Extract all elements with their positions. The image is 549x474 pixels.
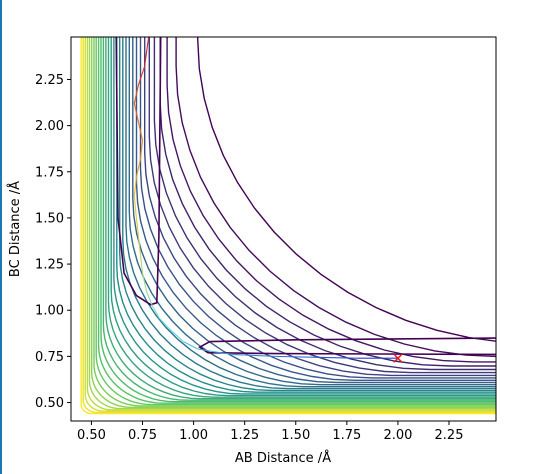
contour-line-23 [93, 37, 496, 407]
contour-line-6 [144, 37, 496, 377]
trajectory-segment-14 [135, 217, 139, 237]
contour-line-7 [139, 37, 496, 379]
trajectory-segment-22 [137, 66, 146, 86]
trajectory-segment-11 [141, 273, 148, 292]
x-tick-label-4: 1.50 [281, 428, 310, 443]
x-tick-label-6: 2.00 [383, 428, 412, 443]
x-tick-label-1: 0.75 [128, 428, 157, 443]
trajectory-segment-19 [137, 121, 144, 141]
x-axis-label: AB Distance /Å [235, 450, 331, 466]
contour-line-16 [110, 37, 496, 397]
y-axis-ticks: 0.50 0.75 1.00 1.25 1.50 1.75 2.00 2.25 [35, 73, 71, 411]
trajectory-segment-23 [144, 37, 150, 67]
trajectory-segment-4 [213, 351, 235, 356]
y-tick-label-7: 2.25 [35, 73, 64, 88]
contour-line-29 [80, 37, 496, 415]
saddle-contour-1 [198, 337, 496, 356]
y-axis-label: BC Distance /Å [7, 181, 23, 277]
trajectory-segment-18 [139, 140, 144, 159]
contour-line-19 [102, 37, 496, 401]
trajectory-segment-12 [139, 254, 144, 274]
contour-line-26 [86, 37, 496, 411]
contour-line-12 [122, 37, 496, 390]
trajectory-segment-3 [234, 353, 276, 357]
contour-line-14 [116, 37, 496, 393]
contour-line-8 [135, 37, 496, 381]
contour-line-17 [107, 37, 496, 398]
trajectory-segment-8 [158, 317, 170, 330]
y-tick-label-2: 1.00 [35, 304, 64, 319]
y-tick-label-5: 1.75 [35, 165, 64, 180]
trajectory-path [133, 37, 398, 359]
x-tick-label-0: 0.50 [77, 428, 106, 443]
x-tick-label-5: 1.75 [332, 428, 361, 443]
contour-line-21 [97, 37, 496, 404]
trajectory-segment-15 [133, 195, 137, 218]
contour-line-2 [166, 37, 496, 363]
trajectory-segment-21 [133, 84, 139, 104]
contour-line-5 [148, 37, 496, 374]
window-edge-bar [0, 0, 2, 474]
plot-background [71, 37, 496, 421]
contour-line-9 [132, 37, 496, 384]
trajectory-segment-1 [316, 356, 358, 359]
contour-line-20 [100, 37, 496, 403]
trajectory-segment-13 [137, 236, 142, 255]
trajectory-segment-16 [133, 177, 137, 196]
contour-line-18 [105, 37, 496, 400]
saddle-contour-0 [115, 37, 162, 306]
trajectory-segment-17 [135, 158, 142, 178]
x-axis-ticks: 0.50 0.75 1.00 1.25 1.50 1.75 2.00 2.25 [77, 421, 464, 443]
trajectory-segment-5 [197, 348, 215, 353]
contour-line-1 [175, 37, 496, 358]
trajectory-segment-2 [275, 355, 317, 358]
contour-line-22 [95, 37, 496, 406]
contour-line-10 [128, 37, 496, 386]
contour-lines [80, 37, 496, 415]
contour-line-24 [91, 37, 496, 408]
contour-line-25 [88, 37, 496, 410]
x-tick-label-2: 1.00 [179, 428, 208, 443]
y-tick-label-0: 0.50 [35, 396, 64, 411]
trajectory-segment-6 [183, 341, 198, 350]
x-tick-label-7: 2.25 [435, 428, 464, 443]
contour-line-11 [125, 37, 496, 388]
contour-line-27 [84, 37, 496, 412]
y-tick-label-3: 1.25 [35, 258, 64, 273]
start-marker [393, 353, 403, 363]
contour-line-13 [119, 37, 496, 392]
y-tick-label-1: 0.75 [35, 350, 64, 365]
contour-line-28 [82, 37, 496, 414]
y-tick-label-4: 1.50 [35, 211, 64, 226]
contour-line-15 [113, 37, 496, 395]
y-tick-label-6: 2.00 [35, 119, 64, 134]
trajectory-segment-10 [146, 291, 154, 307]
plot-frame [70, 36, 497, 422]
trajectory-segment-20 [133, 103, 139, 123]
trajectory-segment-7 [168, 328, 184, 343]
x-tick-label-3: 1.25 [230, 428, 259, 443]
start-marker-stroke-b [393, 353, 403, 363]
trajectory-segment-9 [152, 306, 160, 318]
